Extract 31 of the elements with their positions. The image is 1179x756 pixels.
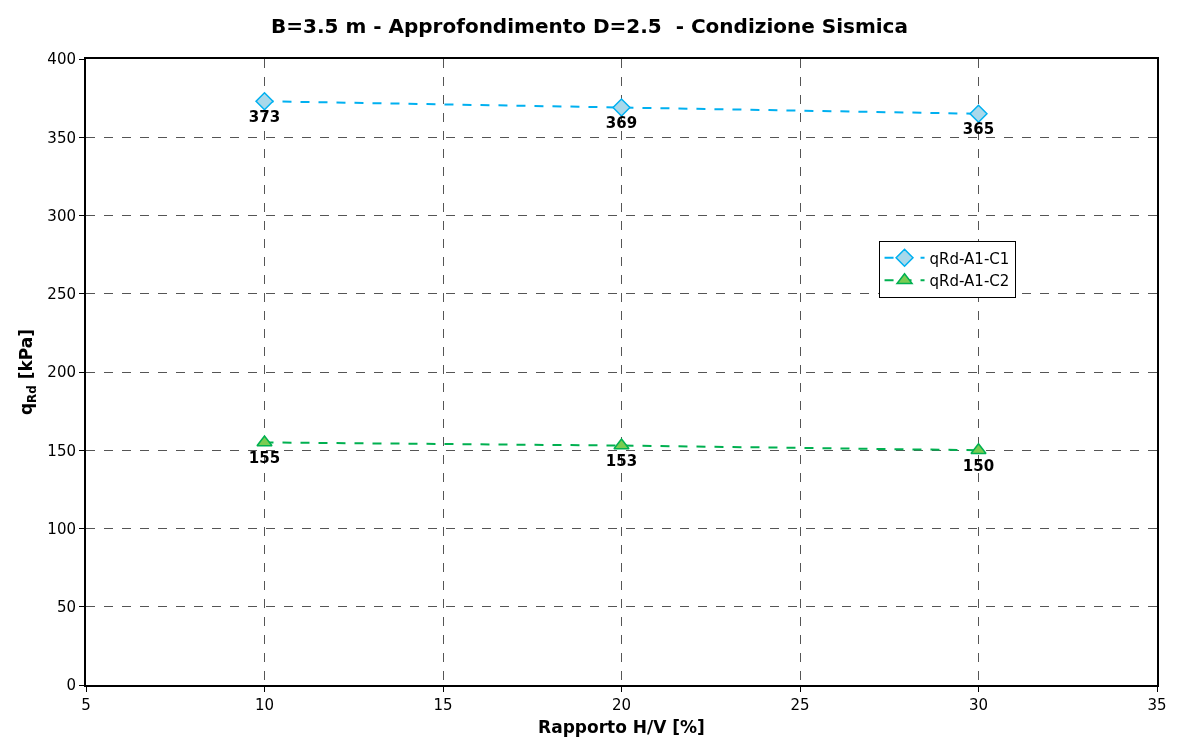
y-tick-label: 250 <box>47 285 76 303</box>
y-tick-label: 150 <box>47 441 76 460</box>
x-axis-title: Rapporto H/V [%] <box>538 716 705 737</box>
point <box>970 443 987 455</box>
data-label: 150 <box>962 456 995 475</box>
x-tick-label: 10 <box>254 696 275 714</box>
legend-label: qRd-A1-C1 <box>929 249 1010 268</box>
x-tick-label: 30 <box>968 696 989 714</box>
point <box>256 435 273 447</box>
legend-label: qRd-A1-C2 <box>929 272 1010 291</box>
x-tick-label: 20 <box>611 696 632 714</box>
data-label: 369 <box>605 113 638 132</box>
y-tick-label: 100 <box>47 519 76 538</box>
point <box>612 98 631 117</box>
y-tick-label: 50 <box>56 598 76 616</box>
point <box>969 104 988 123</box>
data-label: 153 <box>605 451 638 470</box>
point <box>255 92 274 111</box>
y-tick-label: 350 <box>47 128 76 147</box>
chart-title: B=3.5 m - Approfondimento D=2.5 - Condizione Sismica <box>271 13 908 38</box>
y-tick-label: 300 <box>47 206 76 225</box>
y-tick-label: 0 <box>66 676 76 695</box>
y-tick-label: 400 <box>47 50 76 69</box>
data-label: 155 <box>248 448 281 467</box>
x-tick-label: 25 <box>790 696 810 714</box>
data-label: 365 <box>962 120 995 139</box>
x-tick-label: 35 <box>1147 696 1167 714</box>
point <box>613 438 630 450</box>
x-tick-label: 15 <box>433 696 453 714</box>
x-tick-label: 5 <box>81 696 91 714</box>
y-tick-label: 200 <box>47 363 76 382</box>
